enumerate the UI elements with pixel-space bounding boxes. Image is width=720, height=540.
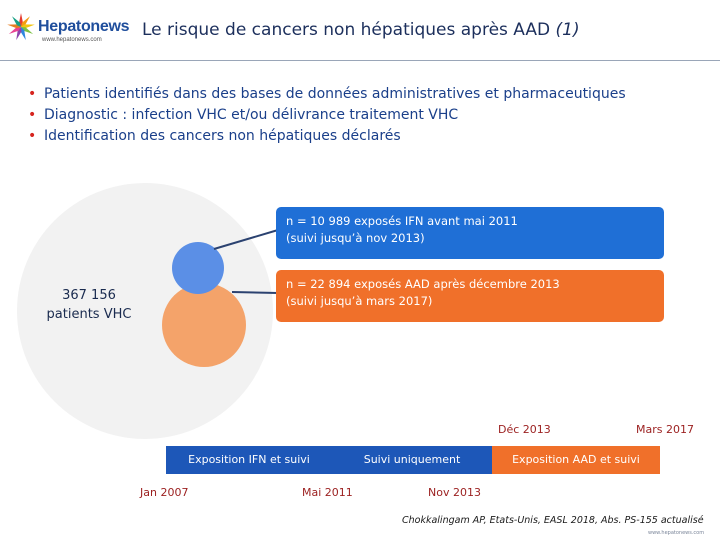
date-nov-2013: Nov 2013 xyxy=(428,486,481,499)
logo-name: Hepatonews xyxy=(38,18,130,35)
title-main: Le risque de cancers non hépatiques aprè… xyxy=(142,20,551,40)
bullet-item: • Patients identifiés dans des bases de d… xyxy=(28,84,626,105)
bullet-item: • Diagnostic : infection VHC et/ou délivr… xyxy=(28,105,626,126)
bullet-marker-icon: • xyxy=(28,86,37,102)
date-mai-2011: Mai 2011 xyxy=(302,486,353,499)
bullet-marker-icon: • xyxy=(28,107,37,123)
citation: Chokkalingam AP, Etats-Unis, EASL 2018, … xyxy=(402,515,704,526)
aad-cohort-box: n = 22 894 exposés AAD après décembre 20… xyxy=(276,270,664,322)
total-patients-label: 367 156 patients VHC xyxy=(46,288,132,322)
ifn-cohort-followup: (suivi jusqu’à nov 2013) xyxy=(286,231,425,245)
aad-cohort-count: n = 22 894 exposés AAD après décembre 20… xyxy=(286,277,560,291)
aad-cohort-circle xyxy=(162,283,246,367)
header-divider xyxy=(0,60,720,61)
timeline-ifn-segment: Exposition IFN et suivi xyxy=(166,446,332,474)
timeline-followup-segment: Suivi uniquement xyxy=(332,446,492,474)
logo-url: www.hepatonews.com xyxy=(42,37,102,43)
title-reference: (1) xyxy=(555,20,580,40)
ifn-cohort-box: n = 10 989 exposés IFN avant mai 2011 (s… xyxy=(276,207,664,259)
aad-connector-line xyxy=(231,291,279,294)
ifn-cohort-count: n = 10 989 exposés IFN avant mai 2011 xyxy=(286,214,518,228)
date-dec-2013: Déc 2013 xyxy=(498,423,551,436)
date-jan-2007: Jan 2007 xyxy=(140,486,189,499)
timeline-aad-segment: Exposition AAD et suivi xyxy=(492,446,660,474)
aad-cohort-followup: (suivi jusqu’à mars 2017) xyxy=(286,294,433,308)
page-title: Le risque de cancers non hépatiques aprè… xyxy=(142,20,580,40)
bullet-marker-icon: • xyxy=(28,128,37,144)
bullet-item: • Identification des cancers non hépatiqu… xyxy=(28,126,626,147)
date-mars-2017: Mars 2017 xyxy=(636,423,694,436)
footer-url: www.hepatonews.com xyxy=(648,530,705,536)
ifn-connector-line xyxy=(213,229,279,250)
starburst-icon xyxy=(7,13,35,41)
hepatonews-logo: Hepatonews www.hepatonews.com xyxy=(4,6,132,50)
bullet-list: • Patients identifiés dans des bases de d… xyxy=(28,84,626,147)
ifn-cohort-circle xyxy=(172,242,224,294)
